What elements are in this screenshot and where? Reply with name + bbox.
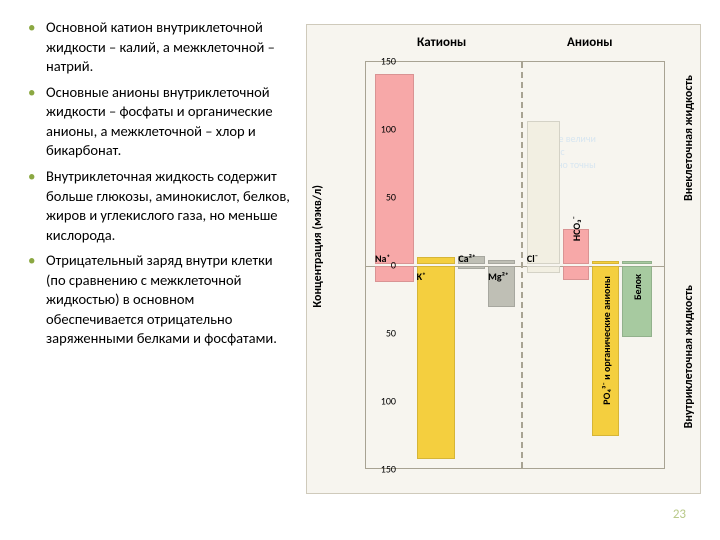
bar-Cl--up (527, 121, 560, 264)
page-number: 23 (673, 507, 686, 522)
ytick: 100 (381, 123, 396, 136)
bar-label-Cl-: Cl⁻ (527, 252, 538, 265)
bar-Protein-up (622, 261, 652, 264)
ytick: 50 (386, 327, 396, 340)
y-axis-label: Концентрация (мэкв/л) (311, 185, 325, 308)
ytick: 50 (386, 191, 396, 204)
ytick: 150 (381, 55, 396, 68)
bar-label-HCO3-: HCO₃⁻ (570, 216, 583, 241)
chart-panel: Катионы Анионы Концентрация (мэкв/л) Вне… (300, 0, 720, 540)
cation-anion-divider (521, 62, 523, 468)
list-item: Отрицательный заряд внутри клетки (по ср… (24, 251, 290, 349)
text-panel: Основной катион внутриклеточной жидкости… (0, 0, 300, 540)
bar-PO4-up (592, 261, 619, 264)
bar-label-K+: K⁺ (417, 270, 426, 283)
list-item: Внутриклеточная жидкость содержит больше… (24, 167, 290, 245)
anions-label: Анионы (567, 35, 613, 50)
chart-frame: Катионы Анионы Концентрация (мэкв/л) Вне… (306, 24, 701, 494)
plot-area: Не все величи ны абс олютно точны Na⁺K⁺C… (365, 61, 665, 469)
bar-HCO3--down (563, 266, 590, 280)
bar-K+-up (417, 257, 456, 264)
bar-label-PO4: PO₄³⁻ и органические анионы (600, 276, 613, 405)
bar-K+-down (417, 266, 456, 459)
ytick: 0 (391, 259, 396, 272)
bar-Mg2+-up (488, 260, 515, 264)
intracell-label: Внутриклеточная жидкость (682, 285, 696, 428)
bullet-list: Основной катион внутриклеточной жидкости… (24, 18, 290, 349)
bar-label-Ca2+: Ca²⁺ (458, 252, 475, 265)
cations-label: Катионы (417, 35, 466, 50)
extracell-label: Внеклеточная жидкость (682, 75, 696, 201)
bar-label-Na+: Na⁺ (375, 252, 390, 265)
ytick: 150 (381, 463, 396, 476)
bar-Ca2+-down (458, 266, 485, 269)
bar-Cl--down (527, 266, 560, 273)
bar-label-Protein: Белок (631, 274, 644, 300)
list-item: Основной катион внутриклеточной жидкости… (24, 18, 290, 77)
bar-Na+-up (375, 74, 414, 264)
list-item: Основные анионы внутриклеточной жидкости… (24, 83, 290, 161)
bar-label-Mg2+: Mg²⁺ (488, 270, 508, 283)
ytick: 100 (381, 395, 396, 408)
